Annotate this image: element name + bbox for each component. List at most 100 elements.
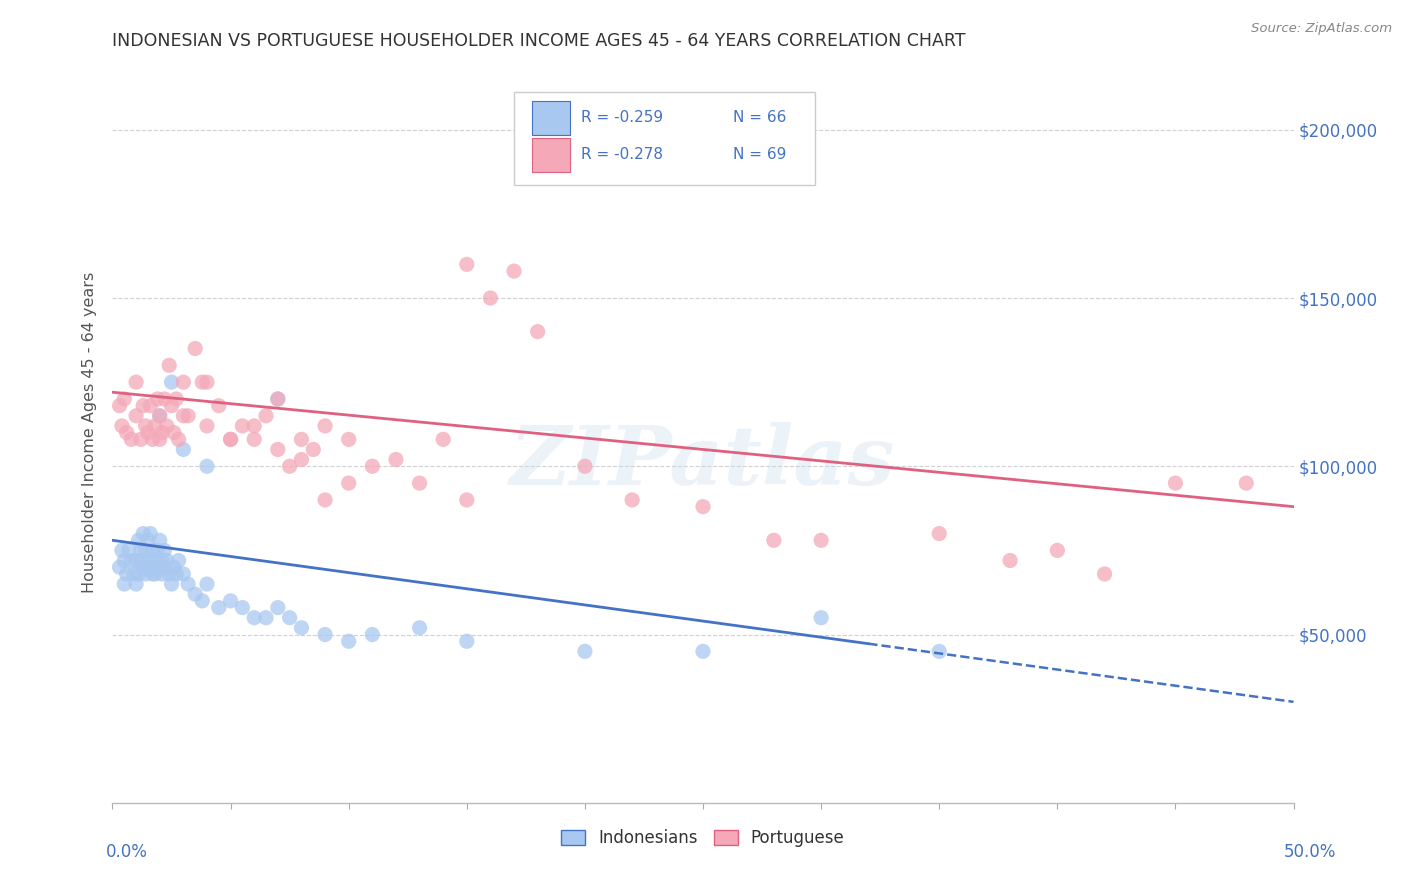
Point: [115, 425, 138, 440]
Point: [150, 553, 173, 567]
Point: [278, 459, 301, 474]
Point: [184, 342, 207, 356]
Point: [928, 526, 950, 541]
Point: [112, 392, 135, 406]
Point: [526, 325, 548, 339]
Text: INDONESIAN VS PORTUGUESE HOUSEHOLDER INCOME AGES 45 - 64 YEARS CORRELATION CHART: INDONESIAN VS PORTUGUESE HOUSEHOLDER INC…: [112, 32, 966, 50]
Point: [432, 433, 454, 447]
Point: [337, 476, 360, 491]
Point: [125, 375, 148, 389]
Point: [267, 392, 290, 406]
Point: [127, 566, 149, 581]
Point: [408, 621, 430, 635]
Text: N = 66: N = 66: [733, 111, 786, 126]
Point: [129, 433, 152, 447]
Point: [150, 566, 173, 581]
Point: [290, 433, 312, 447]
Point: [115, 566, 138, 581]
Point: [195, 577, 218, 591]
Point: [143, 566, 166, 581]
Point: [118, 543, 141, 558]
Point: [267, 392, 290, 406]
Point: [157, 359, 180, 373]
Point: [290, 621, 312, 635]
Point: [503, 264, 526, 278]
Point: [146, 543, 169, 558]
Point: [108, 399, 131, 413]
Point: [762, 533, 785, 548]
Point: [1094, 566, 1116, 581]
Point: [290, 452, 312, 467]
Point: [163, 425, 186, 440]
Point: [139, 560, 162, 574]
Point: [149, 433, 172, 447]
Point: [111, 543, 134, 558]
Point: [928, 644, 950, 658]
Point: [172, 409, 194, 423]
Point: [456, 257, 478, 271]
Point: [156, 553, 179, 567]
Point: [219, 594, 242, 608]
Point: [361, 459, 384, 474]
Point: [153, 392, 176, 406]
Point: [231, 600, 253, 615]
Point: [408, 476, 430, 491]
Point: [314, 418, 336, 433]
Point: [139, 526, 162, 541]
Point: [135, 418, 157, 433]
Point: [143, 418, 166, 433]
Point: [153, 543, 176, 558]
Point: [125, 553, 148, 567]
Point: [132, 526, 155, 541]
FancyBboxPatch shape: [531, 138, 569, 172]
Point: [1164, 476, 1187, 491]
Point: [139, 399, 162, 413]
Point: [149, 533, 172, 548]
Point: [142, 566, 165, 581]
Point: [195, 418, 218, 433]
Text: Source: ZipAtlas.com: Source: ZipAtlas.com: [1251, 22, 1392, 36]
Point: [998, 553, 1021, 567]
Point: [278, 610, 301, 624]
Point: [125, 577, 148, 591]
Point: [149, 560, 172, 574]
Y-axis label: Householder Income Ages 45 - 64 years: Householder Income Ages 45 - 64 years: [82, 272, 97, 593]
Point: [112, 577, 135, 591]
Point: [621, 492, 644, 507]
Point: [191, 375, 214, 389]
Point: [810, 533, 832, 548]
FancyBboxPatch shape: [531, 101, 569, 135]
Point: [219, 433, 242, 447]
Point: [129, 543, 152, 558]
Point: [111, 418, 134, 433]
Legend: Indonesians, Portuguese: Indonesians, Portuguese: [555, 822, 851, 854]
Text: N = 69: N = 69: [733, 147, 786, 162]
Point: [314, 627, 336, 641]
Point: [112, 553, 135, 567]
Point: [160, 375, 183, 389]
Point: [167, 553, 190, 567]
Point: [127, 533, 149, 548]
Text: R = -0.259: R = -0.259: [581, 111, 664, 126]
Point: [149, 409, 172, 423]
Point: [574, 459, 596, 474]
Point: [153, 560, 176, 574]
Point: [1046, 543, 1069, 558]
Point: [165, 392, 187, 406]
Text: ZIPatlas: ZIPatlas: [510, 422, 896, 502]
Point: [184, 587, 207, 601]
Point: [120, 433, 142, 447]
Point: [120, 553, 142, 567]
Point: [172, 442, 194, 457]
Point: [160, 577, 183, 591]
Point: [337, 433, 360, 447]
Point: [456, 634, 478, 648]
Point: [810, 610, 832, 624]
Point: [191, 594, 214, 608]
Point: [385, 452, 408, 467]
Point: [172, 375, 194, 389]
Point: [267, 442, 290, 457]
Point: [136, 553, 159, 567]
Point: [136, 425, 159, 440]
Text: 50.0%: 50.0%: [1284, 843, 1336, 861]
